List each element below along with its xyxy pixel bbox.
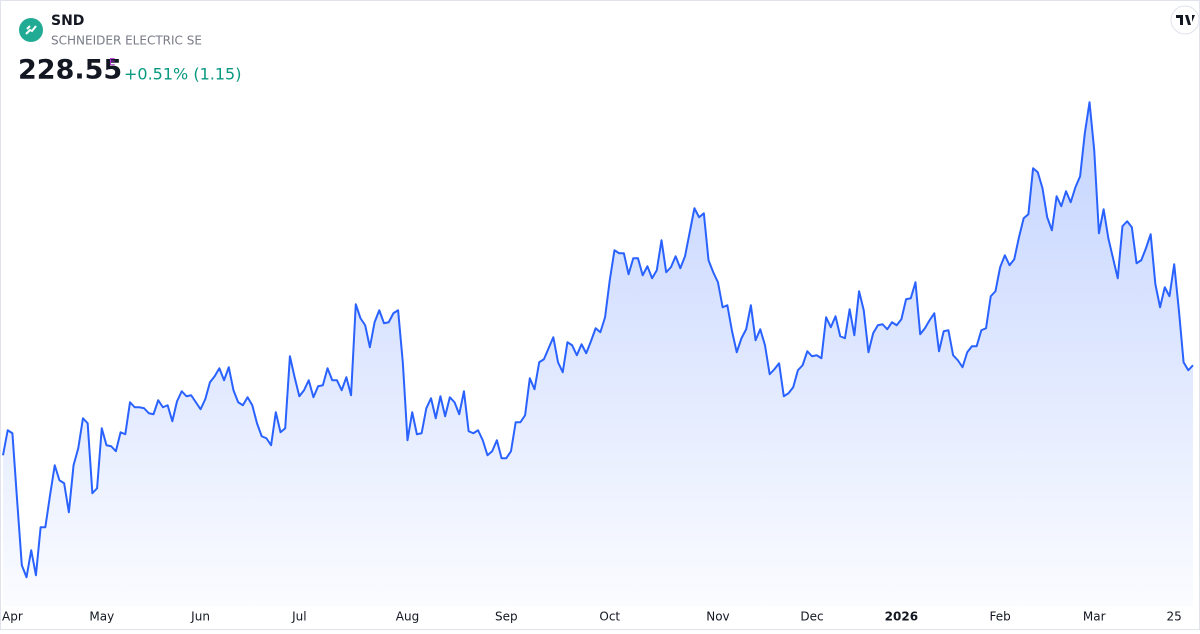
x-tick-label: Feb [990,610,1011,624]
x-tick-label: 25 [1167,610,1182,624]
x-tick-label: Jun [190,610,210,624]
x-tick-label: May [89,610,114,624]
x-tick-label: Dec [800,610,823,624]
x-tick-label: Nov [706,610,729,624]
x-tick-label: Mar [1083,610,1106,624]
x-axis: Apr May Jun Jul Aug Sep Oct Nov Dec 2026 Feb Mar 25 [2,610,1182,624]
area [3,102,1193,606]
tv-logo[interactable] [1176,15,1195,25]
x-tick-label: 2026 [885,610,918,624]
price: 228.55 [18,55,122,86]
price-change: +0.51% (1.15) [124,65,241,84]
x-tick-label: Jul [291,610,306,624]
price-line [2,101,1194,579]
company-name: SCHNEIDER ELECTRIC SE [51,34,202,48]
symbol: SND [51,13,84,29]
x-tick-label: Sep [495,610,518,624]
logo-glyph [25,25,37,35]
exchange-badge: E [109,57,115,68]
tv-logo-bg[interactable] [1170,5,1200,35]
x-tick-label: Aug [396,610,419,624]
x-tick-label: Oct [599,610,620,624]
plot [2,101,1194,606]
x-tick-label: Apr [2,610,23,624]
